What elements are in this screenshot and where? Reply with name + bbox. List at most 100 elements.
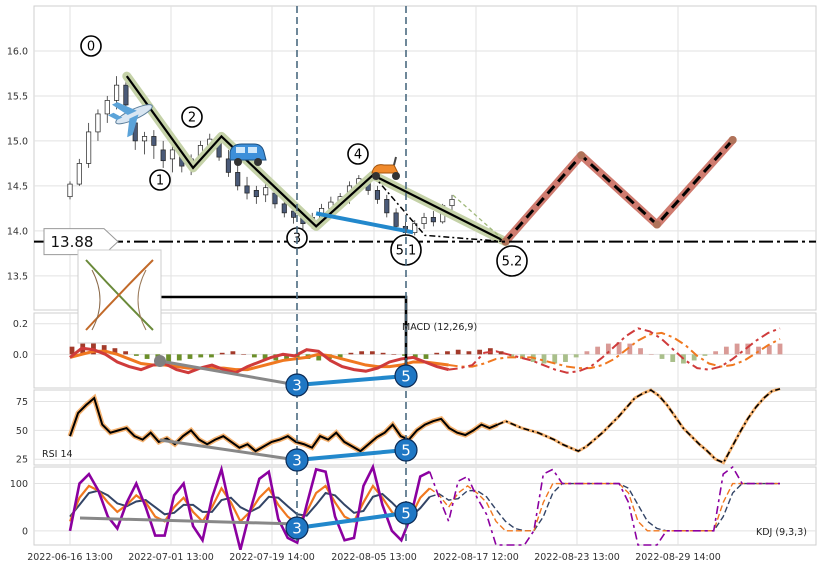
macd-histogram-bar <box>691 354 697 361</box>
airplane-wing <box>127 114 139 138</box>
macd-histogram-bar <box>69 346 75 355</box>
wave-label-5.2: 5.2 <box>502 255 523 270</box>
macd-histogram-bar <box>209 354 214 358</box>
candle-body <box>263 187 269 196</box>
rsi-series <box>67 387 781 465</box>
macd-histogram-bar <box>123 351 129 355</box>
macd-histogram-bar <box>766 345 772 355</box>
divergence-marker-3: 3 <box>292 377 302 395</box>
rsi-blue-link <box>296 448 407 462</box>
y-tick-label: 13.5 <box>7 271 28 282</box>
candle-body <box>160 149 166 162</box>
current-price-box <box>43 228 119 256</box>
x-tick-label: 2022-08-17 12:00 <box>433 552 519 563</box>
wave-label-circle <box>149 169 171 191</box>
macd-histogram-bar <box>402 354 407 356</box>
airplane-tail <box>108 112 123 121</box>
macd-histogram-bar <box>369 351 375 355</box>
macd-histogram-bar <box>455 349 461 355</box>
x-tick-label: 2022-07-01 13:00 <box>128 552 214 563</box>
macd-histogram-bar <box>230 351 236 355</box>
candle-body <box>141 136 148 142</box>
wave-vertical-markers <box>296 6 407 545</box>
macd-histogram-bar <box>133 354 139 356</box>
macd-histogram-bar <box>616 342 622 355</box>
wave-alt-line <box>372 174 506 243</box>
car-window <box>248 147 257 153</box>
pattern-thumbnail-icon <box>77 249 162 344</box>
macd-histogram-bar <box>541 354 547 364</box>
macd-histogram-bar <box>187 354 193 359</box>
divergence-marker-circle <box>285 373 309 397</box>
macd-histogram-bar <box>734 343 740 355</box>
projection-point <box>501 237 510 246</box>
macd-histogram-bar <box>627 343 633 355</box>
macd-histogram-bar <box>723 346 729 355</box>
macd-title: MACD (12,26,9) <box>402 322 477 333</box>
divergence-marker-circle <box>394 438 418 462</box>
kdj-j-line <box>68 463 431 551</box>
y-tick-label: 14.0 <box>7 226 28 237</box>
scooter-wheel <box>372 172 380 180</box>
macd-histogram-bar <box>605 343 611 355</box>
divergence-markers: 3 5 3 5 3 5 <box>285 364 418 540</box>
macd-histogram-bar <box>166 354 171 364</box>
y-tick-label: 0 <box>22 526 28 537</box>
kdj-panel-frame <box>33 466 817 546</box>
candle-body <box>225 158 231 173</box>
rsi-projection-line <box>497 388 781 464</box>
projection-point <box>577 151 586 160</box>
scooter-icon <box>371 156 400 180</box>
x-tick-label: 2022-08-23 13:00 <box>534 552 620 563</box>
macd-histogram-bar <box>391 354 397 355</box>
wave-label-1: 1 <box>156 174 164 189</box>
scooter-body <box>371 164 399 174</box>
candle-body <box>449 199 455 207</box>
macd-gray-link <box>159 359 298 387</box>
y-tick-label: 15.5 <box>7 91 28 102</box>
thumbnail-curve <box>85 259 154 331</box>
macd-histogram-bar <box>498 351 504 355</box>
candle-body <box>76 163 82 185</box>
macd-histogram-bar <box>219 352 225 355</box>
current-price-label: 13.88 <box>51 233 94 251</box>
candle-body <box>374 190 381 200</box>
macd-histogram-bar <box>552 354 558 364</box>
macd-histogram-bar <box>316 354 322 361</box>
macd-histogram-bar <box>176 354 182 361</box>
car-icon <box>229 143 267 166</box>
wave-label-circle <box>347 143 369 165</box>
projection-point <box>728 136 737 145</box>
macd-histogram-bar <box>573 354 579 358</box>
candle-body <box>169 149 176 160</box>
macd-histogram-bar <box>745 343 751 355</box>
y-tick-labels: 16.0 15.5 15.0 14.5 14.0 13.5 0.2 0.0 75 50 25 100 0 <box>7 46 28 537</box>
macd-histogram-bar <box>284 354 289 359</box>
macd-histogram-bar <box>477 349 483 355</box>
current-price-marker: 13.88 <box>34 228 816 256</box>
y-tick-label: 75 <box>16 397 28 408</box>
candle-body <box>281 203 287 214</box>
x-tick-label: 2022-07-19 14:00 <box>229 552 315 563</box>
macd-series <box>69 327 783 375</box>
macd-histogram-bar <box>509 354 515 358</box>
x-tick-label: 2022-06-16 13:00 <box>27 552 113 563</box>
kdj-d-line-projection <box>429 482 780 532</box>
macd-histogram-bar <box>380 352 386 355</box>
wave-label-circle <box>496 245 528 277</box>
candle-body <box>412 223 418 234</box>
candle-body <box>393 212 399 227</box>
scooter-handle <box>393 156 397 166</box>
candle-body <box>67 183 73 198</box>
macd-histogram-bar <box>466 351 472 355</box>
x-tick-labels: 2022-06-16 13:00 2022-07-01 13:00 2022-07-… <box>27 552 721 563</box>
macd-histogram-bar <box>648 354 654 355</box>
scooter-wheel <box>392 172 400 180</box>
macd-histogram-bar <box>144 354 150 359</box>
macd-histogram-bar <box>434 352 440 355</box>
macd-histogram-bar <box>423 354 429 359</box>
kdj-blue-link <box>296 511 407 530</box>
macd-histogram-bar <box>251 354 257 358</box>
candle-body <box>104 100 110 115</box>
